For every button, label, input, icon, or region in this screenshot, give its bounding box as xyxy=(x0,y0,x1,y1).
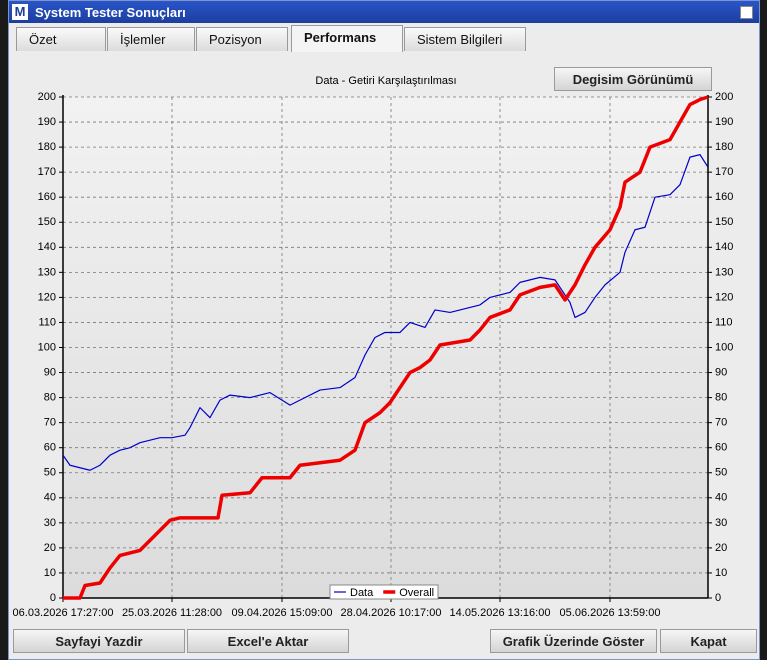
title-bar: M System Tester Sonuçları xyxy=(9,1,759,23)
y2-tick-label: 80 xyxy=(715,392,727,404)
x-tick-label: 14.05.2026 13:16:00 xyxy=(450,607,551,619)
tab[interactable]: Pozisyon xyxy=(196,27,288,51)
y-tick-label: 0 xyxy=(50,592,56,604)
y2-tick-label: 70 xyxy=(715,417,727,429)
show-on-chart-button[interactable]: Grafik Üzerinde Göster xyxy=(490,629,657,653)
y2-tick-label: 50 xyxy=(715,467,727,479)
plot-area xyxy=(63,97,708,598)
y-tick-label: 120 xyxy=(38,291,56,303)
y-tick-label: 180 xyxy=(38,141,56,153)
y-tick-label: 150 xyxy=(38,216,56,228)
y2-tick-label: 200 xyxy=(715,91,733,103)
y2-tick-label: 180 xyxy=(715,141,733,153)
y2-tick-label: 150 xyxy=(715,216,733,228)
tab[interactable]: Sistem Bilgileri xyxy=(404,27,526,51)
legend-label: Overall xyxy=(399,587,434,599)
y-tick-label: 160 xyxy=(38,191,56,203)
close-button[interactable]: Kapat xyxy=(660,629,757,653)
series-line xyxy=(62,154,709,471)
y2-tick-label: 0 xyxy=(715,592,721,604)
excel-button[interactable]: Excel'e Aktar xyxy=(187,629,349,653)
series-line xyxy=(63,95,709,600)
y-tick-label: 70 xyxy=(44,417,56,429)
y2-tick-label: 20 xyxy=(715,542,727,554)
change-view-button[interactable]: Degisim Görünümü xyxy=(554,67,712,91)
y2-tick-label: 130 xyxy=(715,266,733,278)
y2-tick-label: 90 xyxy=(715,366,727,378)
y-tick-label: 80 xyxy=(44,392,56,404)
x-tick-label: 25.03.2026 11:28:00 xyxy=(122,607,222,619)
tab[interactable]: İşlemler xyxy=(107,27,195,51)
y2-tick-label: 190 xyxy=(715,116,733,128)
close-button[interactable] xyxy=(740,6,753,19)
y2-tick-label: 160 xyxy=(715,191,733,203)
x-tick-label: 06.03.2026 17:27:00 xyxy=(13,607,114,619)
y2-tick-label: 40 xyxy=(715,492,727,504)
x-tick-label: 28.04.2026 10:17:00 xyxy=(341,607,442,619)
y2-tick-label: 30 xyxy=(715,517,727,529)
y-tick-label: 20 xyxy=(44,542,56,554)
y2-tick-label: 110 xyxy=(715,316,733,328)
y-tick-label: 100 xyxy=(38,341,56,353)
y2-tick-label: 100 xyxy=(715,341,733,353)
y-tick-label: 40 xyxy=(44,492,56,504)
y-tick-label: 130 xyxy=(38,266,56,278)
x-tick-label: 05.06.2026 13:59:00 xyxy=(560,607,661,619)
y-tick-label: 50 xyxy=(44,467,56,479)
x-tick-label: 09.04.2026 15:09:00 xyxy=(232,607,333,619)
y2-tick-label: 60 xyxy=(715,442,727,454)
y-tick-label: 110 xyxy=(38,316,56,328)
y-tick-label: 170 xyxy=(38,166,56,178)
chart: Data - Getiri Karşılaştırılması 0 0 10 10 20 2… xyxy=(13,75,734,619)
y-tick-label: 200 xyxy=(38,91,56,103)
tab[interactable]: Özet xyxy=(16,27,106,51)
chart-title: Data - Getiri Karşılaştırılması xyxy=(315,75,456,87)
y2-tick-label: 140 xyxy=(715,241,733,253)
tab[interactable]: Performans xyxy=(291,25,403,52)
y2-tick-label: 120 xyxy=(715,291,733,303)
y2-tick-label: 10 xyxy=(715,567,727,579)
y-tick-label: 140 xyxy=(38,241,56,253)
y-tick-label: 10 xyxy=(44,567,56,579)
y-tick-label: 30 xyxy=(44,517,56,529)
logo: M xyxy=(12,4,28,20)
window-title: System Tester Sonuçları xyxy=(35,5,186,20)
y-tick-label: 190 xyxy=(38,116,56,128)
print-button[interactable]: Sayfayi Yazdir xyxy=(13,629,185,653)
legend-label: Data xyxy=(350,587,374,599)
y-tick-label: 90 xyxy=(44,366,56,378)
y-tick-label: 60 xyxy=(44,442,56,454)
y2-tick-label: 170 xyxy=(715,166,733,178)
